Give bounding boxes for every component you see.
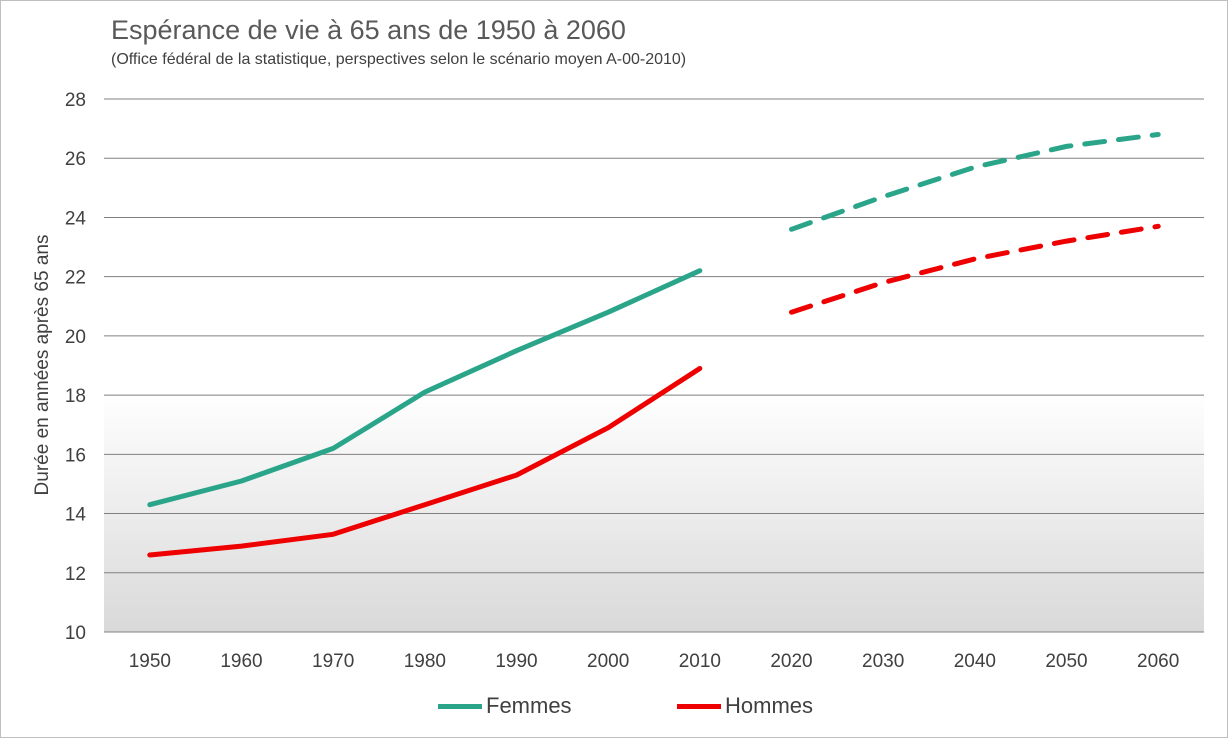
legend-swatch-hommes xyxy=(677,703,721,709)
legend-item-femmes: Femmes xyxy=(438,691,572,721)
legend-label-hommes: Hommes xyxy=(725,693,814,718)
y-tick-label: 22 xyxy=(65,268,86,289)
y-tick-label: 18 xyxy=(65,386,86,407)
chart-subtitle: (Office fédéral de la statistique, persp… xyxy=(111,51,687,68)
x-axis-ticks: 1950 1960 1970 1980 1990 2000 2010 2020 2030 2040… xyxy=(129,651,1180,672)
y-tick-label: 20 xyxy=(65,327,86,348)
x-tick-label: 2000 xyxy=(587,651,629,672)
y-tick-label: 26 xyxy=(65,149,86,170)
y-tick-label: 28 xyxy=(65,90,86,111)
y-axis-label: Durée en années après 65 ans xyxy=(32,235,53,496)
y-tick-label: 14 xyxy=(65,505,87,526)
legend-item-hommes: Hommes xyxy=(677,691,813,721)
x-tick-label: 1960 xyxy=(220,651,262,672)
x-tick-label: 2010 xyxy=(679,651,721,672)
series-line-hommes-observed xyxy=(147,366,703,558)
series-line-hommes-projected xyxy=(789,223,1161,315)
legend-swatch-femmes xyxy=(438,703,482,709)
y-tick-label: 24 xyxy=(65,208,87,229)
y-tick-label: 12 xyxy=(65,564,86,585)
x-tick-label: 1980 xyxy=(404,651,446,672)
chart-title: Espérance de vie à 65 ans de 1950 à 2060 xyxy=(111,15,626,45)
legend: Femmes Hommes xyxy=(1,691,1228,721)
x-tick-label: 2040 xyxy=(954,651,996,672)
y-tick-label: 10 xyxy=(65,623,86,644)
plot-area xyxy=(104,99,1204,632)
series-line-femmes-observed xyxy=(147,268,703,508)
x-tick-label: 2030 xyxy=(862,651,904,672)
x-tick-label: 2020 xyxy=(770,651,812,672)
y-axis-ticks: 10 12 14 16 18 20 22 24 26 28 xyxy=(65,90,87,644)
series-line-femmes-projected xyxy=(789,132,1161,232)
x-tick-label: 1950 xyxy=(129,651,171,672)
x-tick-label: 1970 xyxy=(312,651,354,672)
series-lines xyxy=(147,132,1161,558)
legend-label-femmes: Femmes xyxy=(486,693,572,718)
x-tick-label: 1990 xyxy=(495,651,537,672)
y-tick-label: 16 xyxy=(65,445,86,466)
x-tick-label: 2050 xyxy=(1045,651,1087,672)
x-tick-label: 2060 xyxy=(1137,651,1179,672)
